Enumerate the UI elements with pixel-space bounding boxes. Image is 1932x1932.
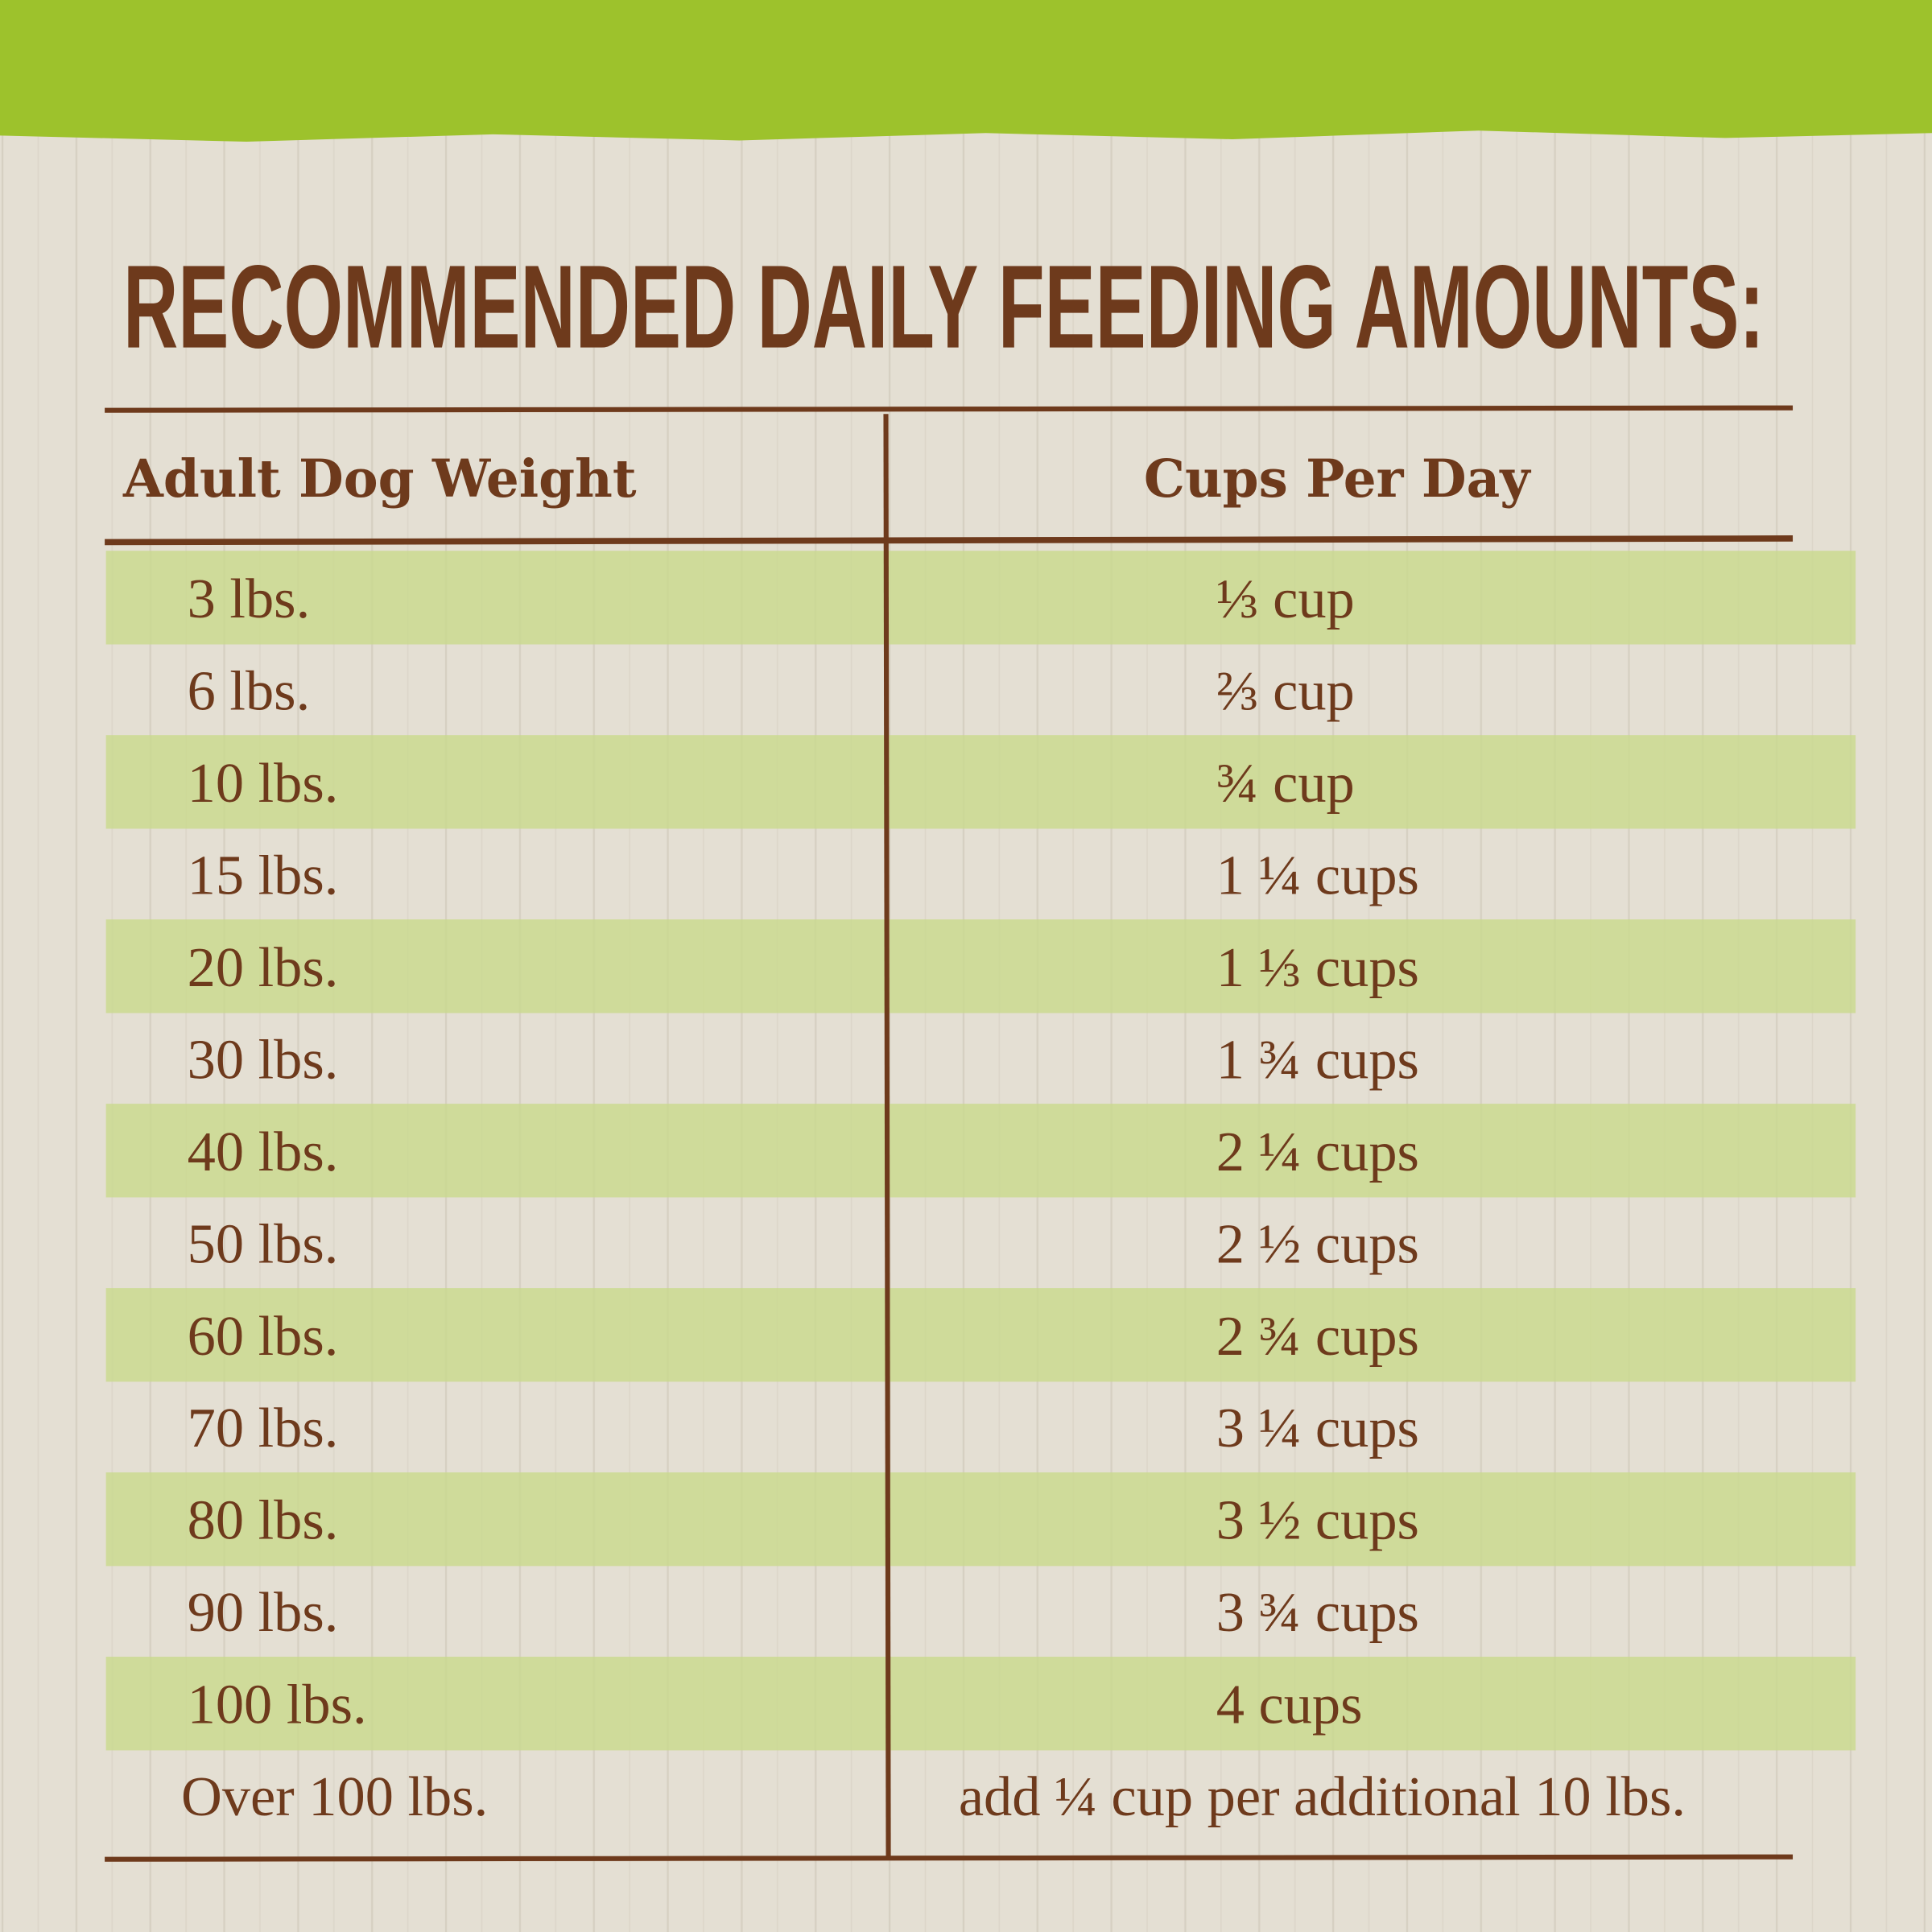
cell: ⅔ cup [1216, 659, 1355, 722]
cell: Over 100 lbs. [181, 1765, 488, 1828]
row-stripe [105, 735, 1856, 829]
title: RECOMMENDED DAILY FEEDING AMOUNTS: [123, 242, 1765, 374]
cell: 30 lbs. [188, 1028, 339, 1091]
cell: 15 lbs. [188, 844, 339, 906]
row-stripe [105, 919, 1856, 1013]
cell: 20 lbs. [188, 936, 339, 999]
cell: 40 lbs. [188, 1121, 339, 1183]
cell: 6 lbs. [188, 659, 311, 722]
row-stripe [105, 1104, 1856, 1198]
cell: 3 lbs. [188, 568, 311, 630]
rule [105, 1854, 1794, 1862]
column-header: Adult Dog Weight [122, 449, 637, 510]
cell: 2 ¼ cups [1216, 1121, 1419, 1183]
row-stripe [105, 1288, 1856, 1382]
cell: 3 ½ cups [1216, 1489, 1419, 1552]
cell: 80 lbs. [188, 1489, 339, 1552]
cell: 50 lbs. [188, 1212, 339, 1275]
cell: 4 cups [1216, 1674, 1363, 1736]
cell: 1 ⅓ cups [1216, 936, 1419, 999]
cell: 3 ¼ cups [1216, 1397, 1419, 1459]
row-stripe [105, 1657, 1856, 1751]
cell: 10 lbs. [188, 752, 339, 815]
cell: 1 ¼ cups [1216, 844, 1419, 906]
cell: 2 ½ cups [1216, 1212, 1419, 1275]
cell: 90 lbs. [188, 1581, 339, 1644]
cell: 70 lbs. [188, 1397, 339, 1459]
rule [105, 535, 1794, 546]
cell: ¾ cup [1216, 752, 1355, 815]
column-divider [883, 414, 891, 1859]
cell: 1 ¾ cups [1216, 1028, 1419, 1091]
rule [105, 405, 1794, 413]
top-band [0, 0, 1932, 142]
cell: ⅓ cup [1216, 568, 1355, 630]
cell: 60 lbs. [188, 1305, 339, 1368]
cell: add ¼ cup per additional 10 lbs. [959, 1765, 1686, 1828]
cell: 100 lbs. [188, 1674, 367, 1736]
row-stripe [105, 551, 1856, 645]
row-stripe [105, 1472, 1856, 1567]
column-header: Cups Per Day [1144, 449, 1531, 510]
cell: 3 ¾ cups [1216, 1581, 1419, 1644]
cell: 2 ¾ cups [1216, 1305, 1419, 1368]
